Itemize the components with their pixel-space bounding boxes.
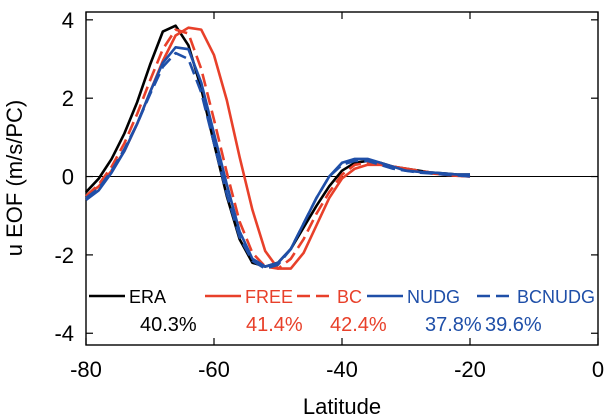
x-tick-label: -40 [326,357,358,382]
legend-label-bcnudg: BCNUDG [517,287,595,307]
legend-label-free: FREE [245,287,293,307]
legend-percent-bcnudg: 39.6% [485,314,542,336]
series-line-era [85,24,470,268]
y-tick-label: 0 [62,165,74,190]
x-axis: -80 -60 -40 -20 0 [70,12,604,382]
legend-label-era: ERA [129,287,166,307]
y-tick-label: -2 [54,243,74,268]
y-tick-label: -4 [54,321,74,346]
x-tick-label: 0 [592,357,604,382]
y-tick-label: 4 [62,8,74,33]
legend-percent-bc: 42.4% [330,314,387,336]
y-axis-label: u EOF (m/s/PC) [2,100,27,256]
series-layer [85,24,471,270]
series-line-bcnudg [85,51,471,270]
x-tick-label: -60 [198,357,230,382]
legend-label-nudg: NUDG [407,287,460,307]
x-axis-label: Latitude [303,394,381,419]
y-tick-label: 2 [62,86,74,111]
legend-percent-era: 40.3% [140,314,197,336]
y-axis: -4 -2 0 2 4 [54,8,598,346]
x-tick-label: -20 [454,357,486,382]
legend-percent-nudg: 37.8% [425,314,482,336]
series-line-bc [85,28,471,270]
legend: ERA 40.3% FREE 41.4% BC 42.4% NUDG 37.8% BCNUDG 3… [89,287,595,336]
legend-label-bc: BC [337,287,362,307]
legend-percent-free: 41.4% [246,314,303,336]
x-tick-label: -80 [70,357,102,382]
series-line-free [85,26,471,270]
